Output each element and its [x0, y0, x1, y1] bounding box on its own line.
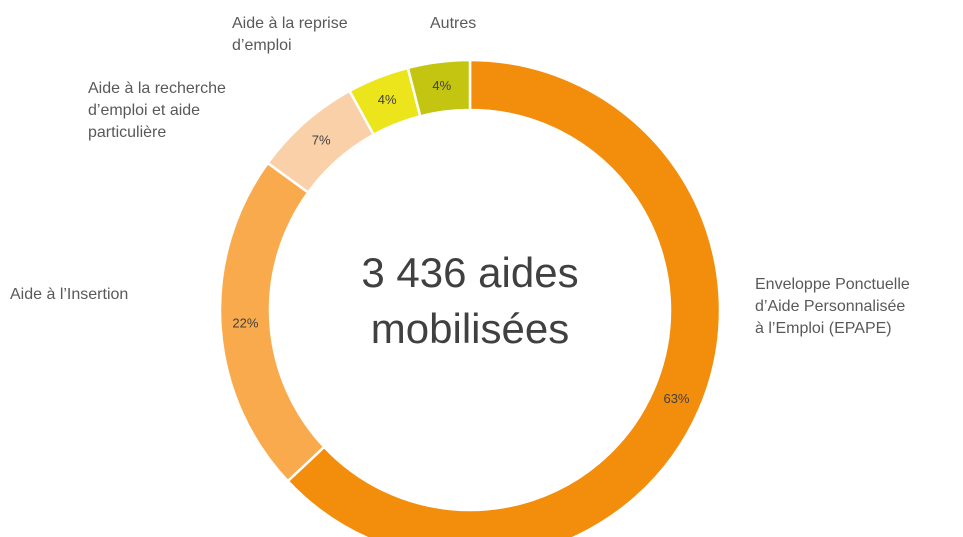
donut-segment	[406, 58, 472, 118]
category-label: Aide à l’Insertion	[10, 286, 129, 303]
category-label: Autres	[430, 15, 477, 32]
donut-segment	[285, 58, 722, 537]
value-label: 63%	[663, 391, 689, 406]
category-label: Aide à la recherche d’emploi et aide par…	[88, 80, 226, 141]
value-label: 22%	[232, 316, 258, 331]
category-label: Enveloppe Ponctuelle d’Aide Personnalisé…	[755, 276, 910, 337]
value-label: 4%	[432, 78, 451, 93]
value-label: 7%	[312, 133, 331, 148]
value-label: 4%	[378, 92, 397, 107]
category-label: Aide à la reprise d’emploi	[232, 15, 348, 54]
center-text: 3 436 aides mobilisées	[361, 249, 579, 352]
